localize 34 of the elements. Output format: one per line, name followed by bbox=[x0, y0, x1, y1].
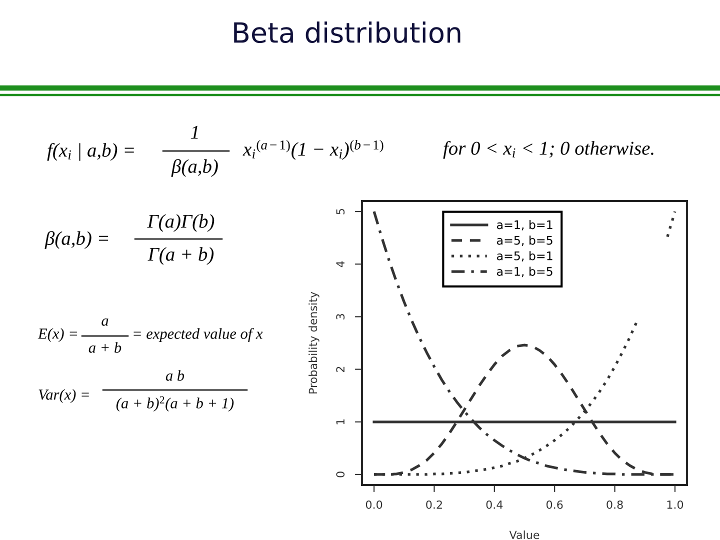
x-tick-label: 1.0 bbox=[667, 500, 684, 509]
y-tick-label: 0 bbox=[336, 472, 345, 478]
text: = expected value of x bbox=[134, 328, 263, 342]
text: Γ(a + b) bbox=[148, 247, 214, 265]
text: Γ(a)Γ(b) bbox=[147, 214, 214, 232]
x-tick-label: 0.0 bbox=[366, 500, 382, 509]
x-tick-label: 0.6 bbox=[546, 500, 563, 509]
text: Var(x) = bbox=[38, 389, 89, 403]
text: β(a,b) = bbox=[44, 231, 108, 249]
text: (a + b)$^{2}$(a + b + 1) bbox=[116, 396, 234, 412]
y-tick-label: 2 bbox=[336, 366, 344, 372]
legend-label: a=1, b=5 bbox=[497, 266, 552, 278]
y-tick-label: 5 bbox=[336, 208, 345, 214]
text: f(x$_{i}$ | a,b) = bbox=[47, 142, 134, 161]
y-tick-label: 1 bbox=[336, 419, 344, 424]
text: a + b bbox=[88, 342, 122, 353]
text: x$_{i}$$^{(a−1)}$(1 − x$_{i}$)$^{(b−1)}$ bbox=[242, 140, 384, 160]
legend-label: a=1, b=1 bbox=[497, 220, 552, 230]
y-tick-label: 4 bbox=[336, 261, 344, 268]
y-tick-label: 3 bbox=[336, 314, 345, 320]
text: E(x) = bbox=[38, 328, 77, 342]
x-tick-label: 0.2 bbox=[426, 500, 442, 509]
y-axis-title: Probability density bbox=[308, 292, 320, 394]
legend-label: a=5, b=5 bbox=[497, 236, 552, 246]
text: β(a,b) bbox=[171, 159, 218, 177]
text: a bbox=[102, 318, 108, 326]
chart-title: Beta distribution bbox=[234, 22, 460, 44]
text: for 0 < x$_{i}$ < 1; 0 otherwise. bbox=[443, 140, 654, 159]
text: 1 bbox=[190, 126, 198, 139]
text: a b bbox=[166, 370, 184, 381]
x-axis-title: Value bbox=[509, 530, 540, 540]
x-tick-label: 0.8 bbox=[606, 500, 623, 509]
x-tick-label: 0.4 bbox=[486, 500, 503, 509]
legend-label: a=5, b=1 bbox=[497, 251, 552, 262]
